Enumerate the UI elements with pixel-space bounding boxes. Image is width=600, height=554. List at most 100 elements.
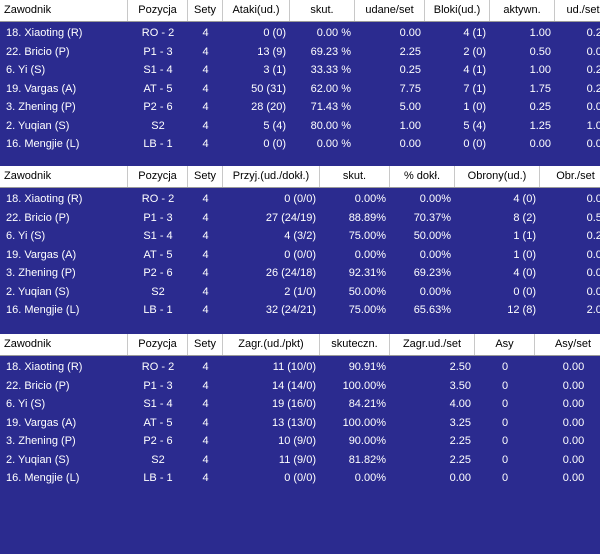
table-cell: 6. Yi (S) [6,230,46,242]
table-cell: 13 (9) [257,45,286,58]
column-header: Pozycja [128,334,188,355]
table-cell: 90.00% [348,435,386,447]
table-cell: AT - 5 [143,248,173,261]
table-cell: 0 [501,379,509,392]
table-cell: 4 [202,267,209,279]
table-cell: 0 (0) [463,138,486,150]
table-cell: 4 [202,138,209,150]
column-header: Sety [188,0,223,21]
table-cell: 18. Xiaoting (R) [6,193,83,205]
table-cell: 13 (13/0) [271,416,316,429]
table-cell: P2 - 6 [143,267,173,279]
table-cell: 4 [202,453,209,466]
table-cell: 0.25 [529,101,551,113]
table-cell: 1.75 [529,82,551,95]
table-cell: 0 [501,472,509,484]
table-cell: 65.63% [413,304,451,316]
table-cell: 0.00 [586,138,600,150]
table-cell: 4 (0) [513,193,536,205]
column-header: Sety [188,166,223,187]
table-cell: 2.25 [399,45,421,58]
table-cell: 3.25 [449,416,471,429]
table-cell: 0 (0) [263,138,286,150]
table-cell: 4 [202,82,209,95]
column-header: ud./set [555,0,600,21]
table-cell: 0.25 [586,27,600,39]
table-cell: 1 (1) [513,230,536,242]
table-cell: 26 (24/18) [265,267,316,279]
table-cell: 0.00 [586,248,600,261]
table-cell: 50.00% [413,230,451,242]
table-cell: 1 (0) [463,101,486,113]
table-cell: 0.00 % [316,138,351,150]
table-cell: 0.25 [586,64,600,76]
table-cell: 4 [202,472,209,484]
column-header: Asy/set [535,334,600,355]
table-cell: 10 (9/0) [278,435,316,447]
stats-table: Zawodnik Pozycja Sety Przyj.(ud./dokł.) skut… [0,166,600,321]
table-cell: 100.00% [342,379,386,392]
table-cell: P1 - 3 [143,379,173,392]
table-cell: 18. Xiaoting (R) [6,27,83,39]
table-cell: 6. Yi (S) [6,398,46,410]
table-cell: S2 [151,453,165,466]
table-cell: 0.00 [529,138,551,150]
table-cell: 2 (0) [463,45,486,58]
table-cell: S1 - 4 [143,398,173,410]
table-cell: 0 [501,453,509,466]
column-header: Sety [188,334,223,355]
table-cell: 0.00 [586,285,600,298]
table-cell: LB - 1 [143,304,173,316]
table-cell: 28 (20) [251,101,286,113]
column-header: Zawodnik [0,0,128,21]
table-cell: 4 [202,193,209,205]
table-cell: LB - 1 [143,138,173,150]
table-cell: 22. Bricio (P) [6,379,70,392]
table-cell: 0 (0) [263,27,286,39]
table-header: Zawodnik Pozycja Sety Przyj.(ud./dokł.) skut… [0,166,600,188]
table-cell: 4 (0) [513,267,536,279]
table-cell: 7 (1) [463,82,486,95]
table-cell: 2. Yuqian (S) [6,119,70,132]
table-cell: 4 [202,398,209,410]
table-cell: 0.00 [586,101,600,113]
column-header: Asy [475,334,535,355]
table-cell: 4 [202,27,209,39]
table-cell: 4 [202,45,209,58]
table-cell: 0 (0/0) [284,193,316,205]
table-cell: S2 [151,119,165,132]
table-cell: 92.31% [348,267,386,279]
stats-table: Zawodnik Pozycja Sety Ataki(ud.) skut. udane/… [0,0,600,155]
table-cell: S1 - 4 [143,230,173,242]
column-header: Zawodnik [0,166,128,187]
table-cell: 2.25 [449,453,471,466]
table-cell: 80.00 % [310,119,351,132]
table-cell: 11 (9/0) [278,453,316,466]
table-cell: 4 [202,248,209,261]
column-header: Zagr.(ud./pkt) [223,334,320,355]
table-cell: 16. Mengjie (L) [6,472,80,484]
table-cell: 0.00% [419,248,451,261]
table-cell: 0 (0) [513,285,536,298]
table-cell: 50.00% [348,285,386,298]
table-cell: 4 (1) [463,64,486,76]
table-cell: 0 [501,435,509,447]
table-cell: 0.25 [586,230,600,242]
table-cell: 0.50 [586,211,600,224]
stats-table: Zawodnik Pozycja Sety Zagr.(ud./pkt) skutecz… [0,334,600,489]
table-cell: 14 (14/0) [271,379,316,392]
table-cell: 69.23 % [310,45,351,58]
table-cell: 18. Xiaoting (R) [6,361,83,373]
table-cell: 16. Mengjie (L) [6,138,80,150]
table-cell: LB - 1 [143,472,173,484]
table-cell: 0.00% [354,472,386,484]
table-cell: 4 [202,379,209,392]
table-cell: 0.00% [419,285,451,298]
table-cell: 6. Yi (S) [6,64,46,76]
table-cell: 100.00% [342,416,386,429]
table-header: Zawodnik Pozycja Sety Zagr.(ud./pkt) skutecz… [0,334,600,356]
table-cell: 0.00 [562,416,585,429]
table-cell: 1 (0) [513,248,536,261]
table-cell: 0 [501,416,509,429]
table-cell: 0.00 [562,361,585,373]
